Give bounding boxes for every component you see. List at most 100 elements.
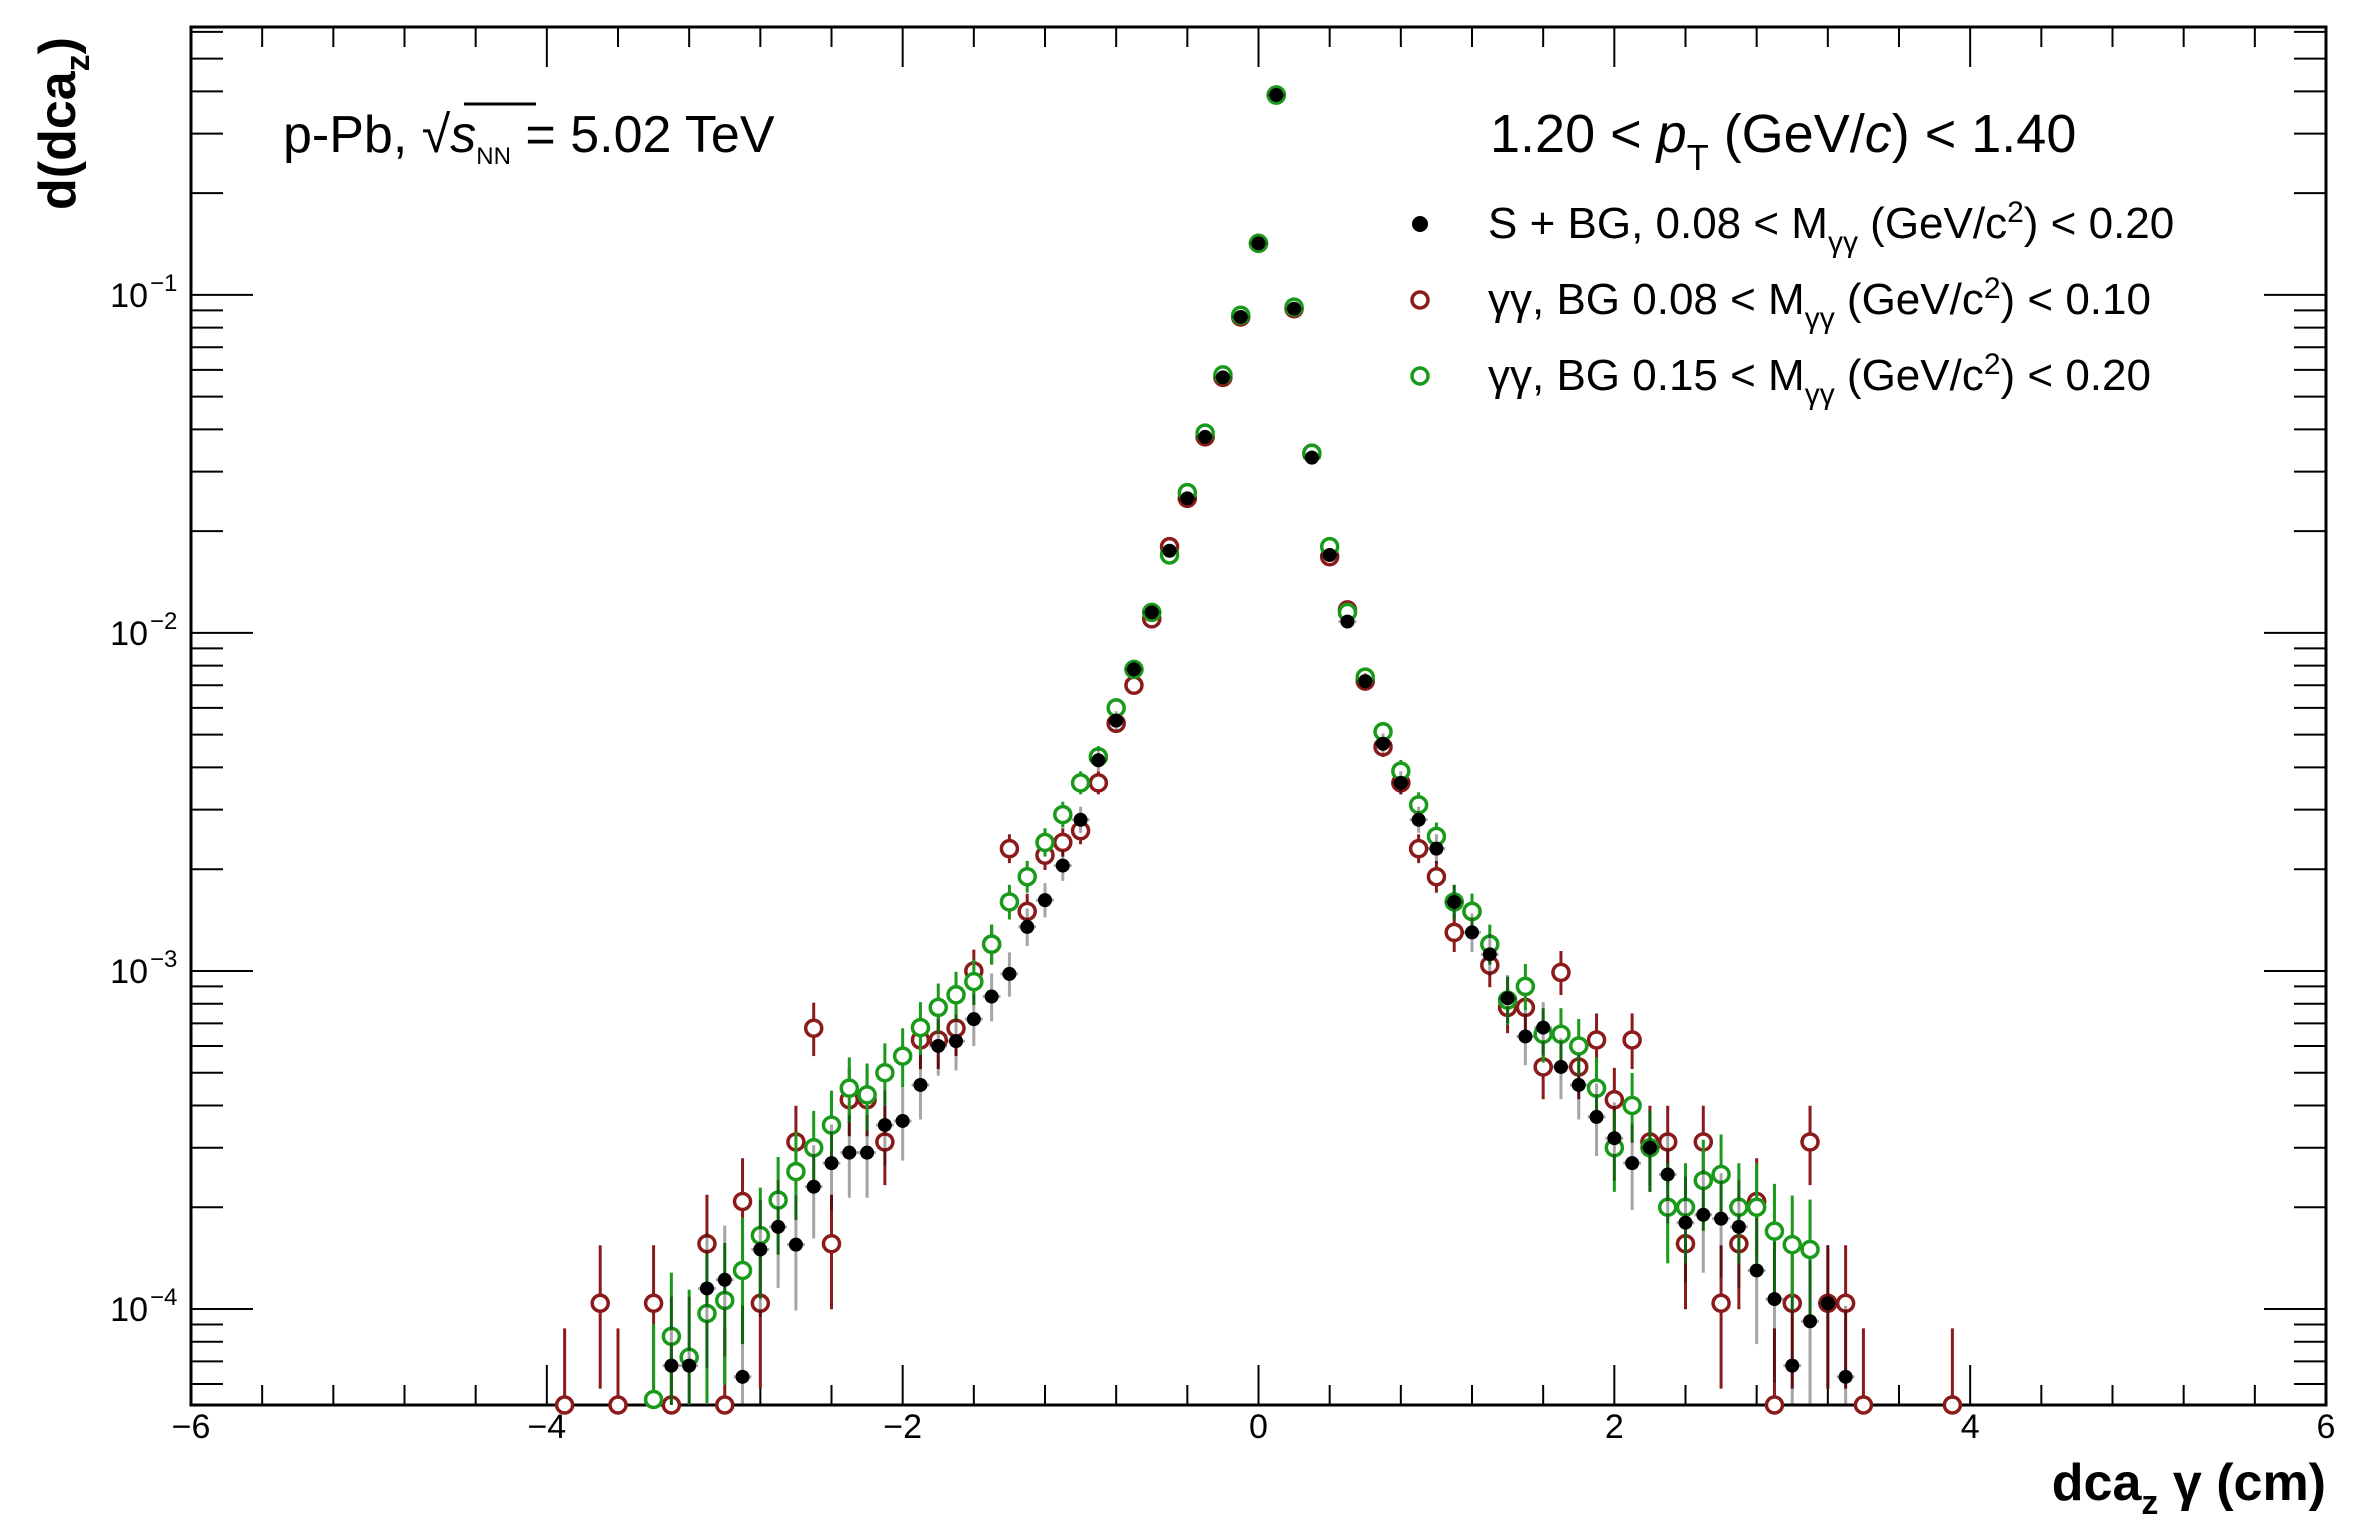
data-point xyxy=(1678,1215,1693,1230)
legend-label-series-0: S + BG, 0.08 < Mγγ (GeV/c2) < 0.20 xyxy=(1488,196,2174,259)
data-point xyxy=(1604,1089,1625,1110)
data-point xyxy=(1002,966,1017,981)
data-point xyxy=(824,1156,839,1171)
data-point xyxy=(788,1237,803,1252)
data-point xyxy=(1053,804,1073,825)
data-point xyxy=(857,1085,877,1105)
legend-marker-series-1 xyxy=(1410,290,1430,310)
data-point xyxy=(842,1145,857,1160)
data-point xyxy=(1622,1030,1642,1050)
data-point xyxy=(1500,991,1515,1006)
data-point xyxy=(1800,1239,1820,1260)
data-point xyxy=(1393,775,1408,790)
data-point xyxy=(1625,1156,1640,1171)
data-point xyxy=(1144,605,1159,620)
data-point xyxy=(1017,901,1037,922)
data-point xyxy=(1070,773,1091,793)
data-point xyxy=(1482,947,1497,962)
data-point xyxy=(877,1118,892,1133)
data-point xyxy=(875,1062,895,1083)
data-point xyxy=(928,997,948,1018)
data-point xyxy=(1304,450,1319,465)
data-point xyxy=(590,1293,610,1313)
data-point xyxy=(554,1395,575,1415)
data-point xyxy=(1642,1140,1657,1155)
data-point xyxy=(1711,1164,1731,1185)
data-point xyxy=(1749,1263,1764,1278)
data-point xyxy=(1785,1358,1800,1373)
data-point xyxy=(984,989,999,1004)
x-axis-title: dcaz γ (cm) xyxy=(2052,1454,2326,1522)
data-point xyxy=(1731,1219,1746,1234)
data-point xyxy=(1746,1197,1767,1217)
data-point xyxy=(1729,1197,1749,1217)
data-point xyxy=(1358,674,1373,689)
data-point xyxy=(1696,1207,1711,1222)
data-point xyxy=(715,1395,735,1415)
data-point xyxy=(697,1303,717,1324)
data-point xyxy=(895,1113,910,1128)
data-point xyxy=(732,1191,753,1212)
x-tick-label: 6 xyxy=(2317,1408,2336,1446)
data-point xyxy=(910,1017,931,1038)
data-point xyxy=(1444,922,1464,943)
data-point xyxy=(661,1326,682,1347)
data-point xyxy=(806,1179,821,1194)
data-point xyxy=(875,1132,895,1152)
data-point xyxy=(1180,491,1195,506)
data-point xyxy=(1269,88,1284,103)
data-point xyxy=(1322,548,1337,563)
data-point xyxy=(1764,1221,1785,1241)
data-point xyxy=(1820,1296,1835,1311)
data-point xyxy=(1518,1029,1533,1044)
data-point xyxy=(664,1358,679,1373)
data-point xyxy=(1038,893,1052,908)
data-point xyxy=(1109,713,1124,728)
data-point xyxy=(1017,866,1037,887)
data-point xyxy=(768,1190,788,1210)
data-point xyxy=(1020,919,1035,934)
data-point xyxy=(1657,1132,1678,1152)
data-point xyxy=(981,934,1002,954)
data-point xyxy=(1607,1131,1622,1146)
data-point xyxy=(1835,1293,1856,1313)
data-point xyxy=(999,838,1020,859)
data-point xyxy=(1447,894,1462,909)
data-point xyxy=(966,1012,981,1027)
data-point xyxy=(1551,962,1571,983)
data-point xyxy=(999,892,1020,912)
data-point xyxy=(682,1358,697,1373)
data-point xyxy=(1657,1197,1678,1217)
pt-range-label: 1.20 < pT (GeV/c) < 1.40 xyxy=(1490,104,2076,178)
data-point xyxy=(1838,1369,1853,1384)
data-point xyxy=(717,1272,732,1287)
data-point xyxy=(1660,1167,1675,1182)
x-tick-label: −2 xyxy=(883,1408,922,1446)
x-tick-label: −4 xyxy=(527,1408,566,1446)
data-point xyxy=(803,1137,824,1158)
data-point xyxy=(1586,1030,1607,1050)
data-point xyxy=(1465,925,1479,940)
data-point xyxy=(1233,310,1248,325)
data-point xyxy=(1853,1395,1874,1415)
legend-marker-series-0 xyxy=(1412,216,1428,232)
data-point xyxy=(1714,1211,1729,1226)
y-tick-exponent: −2 xyxy=(150,608,177,635)
data-point xyxy=(1053,832,1073,853)
data-point xyxy=(1055,858,1070,873)
data-point xyxy=(931,1038,946,1053)
y-tick-label: 10 xyxy=(110,277,148,315)
data-point xyxy=(860,1145,875,1160)
data-point xyxy=(946,985,966,1005)
data-point xyxy=(1782,1234,1802,1255)
data-point xyxy=(1035,832,1055,853)
data-point xyxy=(839,1078,860,1098)
data-point xyxy=(964,971,984,992)
data-point xyxy=(1429,841,1444,856)
data-point xyxy=(1589,1109,1604,1124)
data-point xyxy=(1426,866,1447,887)
data-point xyxy=(1124,675,1144,696)
data-point xyxy=(1162,543,1177,558)
data-point xyxy=(1126,662,1141,677)
